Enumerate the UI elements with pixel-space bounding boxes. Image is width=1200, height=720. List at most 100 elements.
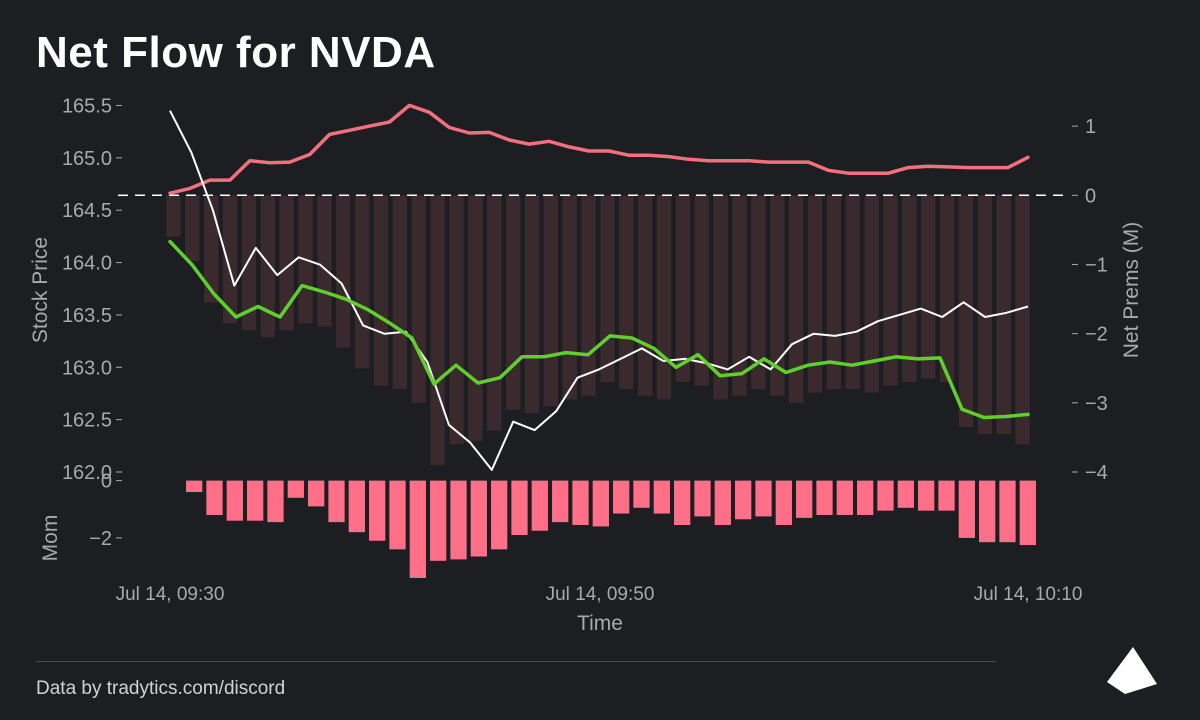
left-tick-label: 163.0: [62, 357, 112, 379]
momentum-bar: [206, 480, 223, 515]
net-prems-bar: [600, 195, 615, 383]
net-prems-bar: [619, 195, 634, 389]
net-prems-bar: [430, 195, 445, 466]
net-prems-bar: [204, 195, 219, 303]
stock-price-line: [169, 110, 1029, 471]
momentum-bar: [633, 480, 650, 508]
footer-credit: Data by tradytics.com/discord: [36, 678, 286, 699]
net-prems-bar: [354, 195, 370, 369]
momentum-bar: [328, 480, 345, 523]
momentum-bar: [938, 480, 955, 511]
trend-line: [168, 239, 1030, 420]
net-prems-bar: [902, 195, 917, 383]
net-prems-bar: [921, 195, 936, 379]
momentum-bar: [958, 480, 975, 538]
right-tick-label: −3: [1085, 393, 1108, 415]
momentum-axis-label: Mom: [39, 515, 62, 562]
momentum-bar: [979, 480, 996, 543]
momentum-bar: [267, 480, 284, 523]
momentum-bar: [999, 480, 1016, 543]
momentum-bar: [592, 480, 609, 527]
net-prems-bar: [185, 195, 200, 262]
net-prems-bar: [845, 195, 860, 389]
momentum-bar: [287, 480, 304, 498]
momentum-bar: [653, 480, 670, 514]
chart-title: Net Flow for NVDA: [36, 28, 436, 77]
momentum-bar: [450, 480, 467, 560]
net-prems-bar: [788, 195, 804, 403]
momentum-bar: [226, 480, 243, 521]
momentum-bar: [714, 480, 731, 525]
momentum-bar: [836, 480, 853, 515]
momentum-bar: [552, 480, 569, 523]
momentum-bar: [755, 480, 772, 517]
net-prems-bar: [656, 195, 672, 400]
momentum-tick-label: 0: [101, 471, 112, 493]
net-prems-bar: [996, 195, 1011, 434]
momentum-axis-ticks: 0 −2: [89, 471, 122, 550]
momentum-bar: [572, 480, 589, 525]
net-prems-bar: [732, 195, 747, 396]
momentum-bars: [186, 480, 1036, 578]
net-prems-bar: [939, 195, 955, 383]
net-prems-bar: [487, 195, 502, 431]
right-tick-label: −1: [1085, 254, 1108, 276]
y-axis-right-label: Net Prems (M): [1120, 222, 1143, 359]
momentum-bar: [674, 480, 691, 525]
net-prems-bar: [222, 195, 238, 324]
right-tick-label: −4: [1085, 462, 1108, 484]
momentum-bar: [735, 480, 752, 520]
momentum-bar: [796, 480, 813, 518]
momentum-bar: [389, 480, 406, 550]
right-axis-ticks: 1 0 −1 −2 −3 −4: [1072, 116, 1108, 484]
x-axis-label: Time: [577, 612, 623, 635]
momentum-bar: [348, 480, 365, 533]
net-prems-bar: [562, 195, 577, 400]
momentum-bar: [186, 480, 203, 493]
net-prems-bar: [543, 195, 558, 407]
momentum-tick-label: −2: [89, 528, 112, 550]
net-prems-bar: [166, 195, 181, 237]
net-prems-bar: [279, 195, 294, 331]
net-prems-bar: [864, 195, 879, 393]
net-prems-bar: [411, 195, 426, 403]
net-prems-bar: [1015, 195, 1030, 445]
momentum-bar: [247, 480, 264, 521]
net-prems-bar: [468, 195, 483, 441]
net-prems-bar: [524, 195, 540, 414]
net-prems-bars: [166, 195, 1030, 466]
net-prems-bar: [675, 195, 691, 383]
left-tick-label: 164.5: [62, 200, 112, 222]
net-prems-bar: [807, 195, 823, 393]
momentum-bar: [1019, 480, 1036, 546]
left-tick-label: 163.5: [62, 305, 112, 327]
momentum-bar: [694, 480, 711, 517]
right-tick-label: 0: [1085, 185, 1096, 207]
net-prems-bar: [505, 195, 521, 410]
momentum-bar: [308, 480, 325, 507]
net-prems-bar: [958, 195, 974, 428]
net-prems-bar: [826, 195, 842, 389]
net-flow-chart: 165.5 165.0 164.5 164.0 163.5 163.0 162.5 162.0…: [29, 95, 1143, 635]
net-prems-bar: [373, 195, 389, 386]
momentum-bar: [775, 480, 792, 525]
net-prems-bar: [241, 195, 257, 331]
net-prems-bar: [977, 195, 992, 434]
net-prems-bar: [581, 195, 596, 396]
momentum-bar: [369, 480, 386, 541]
left-tick-label: 162.5: [62, 410, 112, 432]
net-prems-bar: [883, 195, 898, 386]
net-prems-bar: [713, 195, 728, 400]
momentum-bar: [470, 480, 487, 557]
momentum-bar: [918, 480, 935, 511]
net-prems-bar: [449, 195, 464, 445]
y-axis-left-label: Stock Price: [29, 237, 52, 343]
momentum-bar: [491, 480, 508, 550]
x-tick-label: Jul 14, 09:30: [116, 584, 225, 605]
momentum-bar: [409, 480, 426, 578]
tradytics-logo-icon: [1107, 647, 1157, 694]
left-tick-label: 165.0: [62, 148, 112, 170]
net-prems-bar: [392, 195, 408, 389]
x-axis-ticks: Jul 14, 09:30 Jul 14, 09:50 Jul 14, 10:10: [116, 584, 1083, 605]
net-prems-bar: [260, 195, 275, 338]
